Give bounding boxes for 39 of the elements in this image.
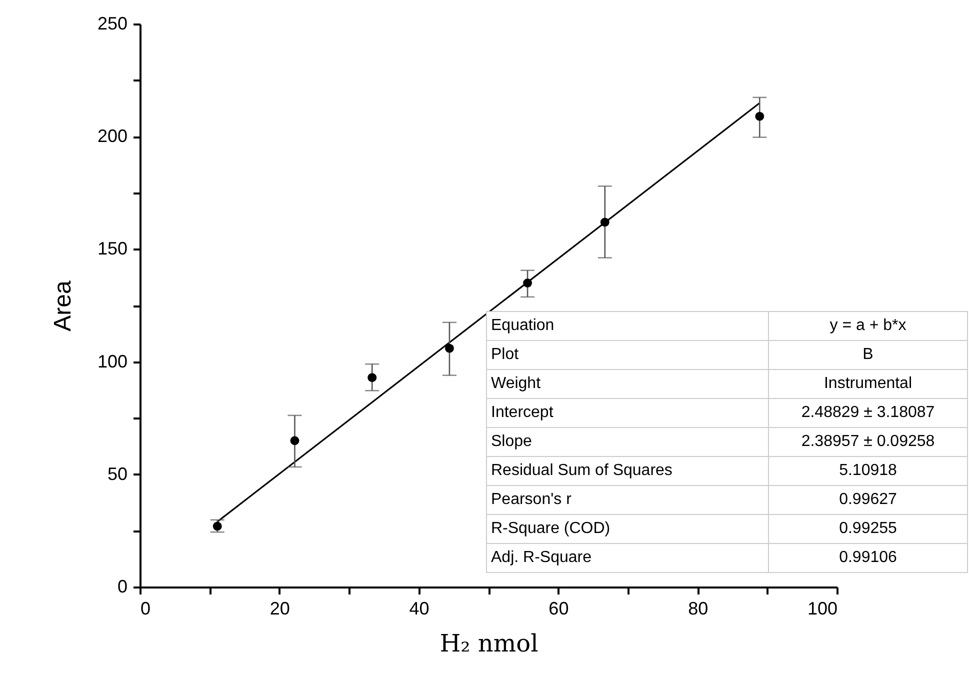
annotation: Equation [486, 312, 768, 340]
text: B [768, 340, 968, 370]
annotation: 2.38957 ± 0.09258 [768, 428, 968, 456]
annotation: 2.48829 ± 3.18087 [768, 398, 968, 428]
annotation: Instrumental [768, 370, 968, 398]
x-tick-label: 100 [807, 598, 838, 618]
annotation: y = a + b*x [768, 312, 968, 340]
text: 0.99106 [768, 544, 968, 572]
point [755, 112, 764, 121]
x-tick-label: 0 [140, 598, 151, 618]
x-tick-label: 80 [688, 598, 708, 618]
x-tick-label: 60 [548, 598, 569, 618]
text: 0.99255 [768, 514, 968, 544]
y-tick-label: 100 [97, 351, 128, 372]
point [444, 344, 454, 353]
point [212, 522, 222, 531]
point [368, 373, 377, 382]
text: 0.99627 [768, 486, 968, 514]
annotation: R-Square (COD) [486, 514, 768, 544]
annotation: Weight [486, 370, 768, 398]
y-axis-title: Area [49, 280, 76, 332]
annotation: Adj. R-Square [486, 544, 768, 572]
x-tick-label: 20 [270, 598, 290, 618]
x-tick-label: 40 [409, 598, 430, 618]
y-tick-label: 0 [117, 576, 128, 596]
x-axis-title: H₂ nmol [440, 630, 538, 658]
point [290, 436, 300, 446]
y-tick-label: 250 [97, 14, 128, 34]
point [523, 278, 532, 288]
y-tick-label: 150 [97, 238, 128, 259]
annotation: Pearson's r [486, 486, 768, 514]
annotation: Slope [486, 428, 768, 456]
point [600, 218, 610, 227]
text: 5.10918 [768, 456, 968, 486]
y-tick-label: 50 [107, 464, 128, 484]
annotation: Residual Sum of Squares [486, 456, 768, 486]
y-tick-label: 200 [97, 126, 128, 146]
annotation: Intercept [486, 398, 768, 428]
annotation: Plot [486, 340, 768, 370]
